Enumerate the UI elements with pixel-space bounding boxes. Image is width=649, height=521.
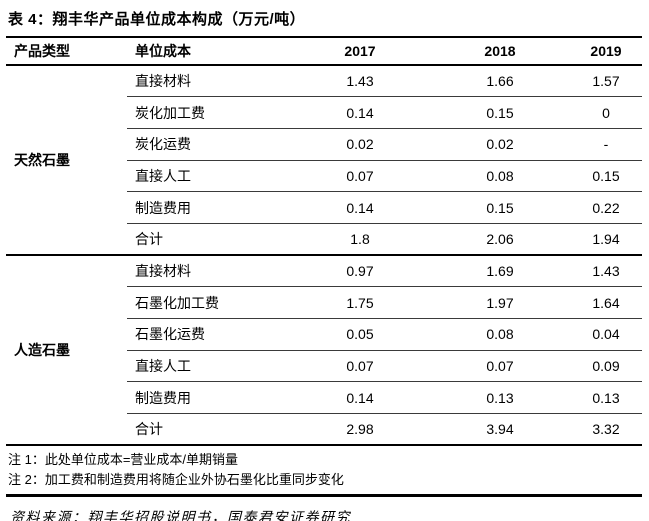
cost-value-cell: 0.07 (430, 350, 570, 383)
cost-value-cell: 2.98 (290, 413, 430, 447)
cost-value-cell: 0.08 (430, 160, 570, 193)
table-row: 直接人工 0.07 0.07 0.09 (6, 350, 642, 383)
table-row: 石墨化加工费 1.75 1.97 1.64 (6, 286, 642, 319)
cost-item-label: 制造费用 (127, 381, 290, 415)
cost-value-cell: 2.06 (430, 223, 570, 257)
header-year-2017: 2017 (290, 36, 430, 66)
cost-value-cell: 1.43 (570, 255, 642, 288)
cost-value-cell: 0.07 (290, 350, 430, 383)
table-row: 炭化运费 0.02 0.02- (6, 128, 642, 161)
cost-value-cell: 0.14 (290, 381, 430, 415)
cost-item-label: 直接人工 (127, 350, 290, 383)
header-unit-cost: 单位成本 (127, 36, 290, 66)
header-year-2019: 2019 (570, 36, 642, 66)
cost-item-label: 直接人工 (127, 160, 290, 193)
cost-value-cell: 1.57 (570, 65, 642, 98)
table-row: 人造石墨 直接材料 0.97 1.69 1.43 (6, 255, 642, 447)
cost-value-cell: 0.02 (430, 128, 570, 161)
cost-item-label: 炭化运费 (127, 128, 290, 161)
cost-item-label: 直接材料 (127, 255, 290, 288)
table-row: 制造费用 0.14 0.13 0.13 (6, 381, 642, 415)
cost-item-label: 直接材料 (127, 65, 290, 98)
cost-value-cell: 0.15 (430, 96, 570, 129)
table-header-row: 产品类型 单位成本 2017 2018 2019 (6, 36, 642, 66)
unit-cost-table: 产品类型 单位成本 2017 2018 2019 天然石墨 直接材料 1.43 1.6… (6, 36, 642, 447)
cost-value-cell: 1.94 (570, 223, 642, 257)
header-product-type: 产品类型 (6, 36, 127, 66)
cost-value-cell: 1.43 (290, 65, 430, 98)
table-row: 天然石墨 直接材料 1.43 1.66 1.57 (6, 65, 642, 257)
table-row: 合计 2.98 3.94 3.32 (6, 413, 642, 447)
table-row: 炭化加工费 0.14 0.15 0 (6, 96, 642, 129)
table-body: 天然石墨 直接材料 1.43 1.66 1.57 炭化加工费 0.14 0.15 0 炭化运费 0.… (6, 65, 642, 447)
cost-value-cell: 3.94 (430, 413, 570, 447)
cost-value-cell: - (570, 128, 642, 161)
table-row: 制造费用 0.14 0.15 0.22 (6, 191, 642, 224)
cost-value-cell: 0.13 (570, 381, 642, 415)
cost-value-cell: 0.02 (290, 128, 430, 161)
cost-value-cell: 0.07 (290, 160, 430, 193)
table-notes: 注 1：此处单位成本=营业成本/单期销量 注 2：加工费和制造费用将随企业外协石… (6, 446, 642, 498)
cost-value-cell: 0.05 (290, 318, 430, 351)
cost-value-cell: 0.13 (430, 381, 570, 415)
table-row: 直接人工 0.07 0.08 0.15 (6, 160, 642, 193)
cost-item-label: 合计 (127, 413, 290, 447)
cost-value-cell: 1.64 (570, 286, 642, 319)
cost-item-label: 制造费用 (127, 191, 290, 224)
cost-item-label: 石墨化加工费 (127, 286, 290, 319)
cost-value-cell: 0.15 (570, 160, 642, 193)
cost-value-cell: 1.69 (430, 255, 570, 288)
cost-item-label: 炭化加工费 (127, 96, 290, 129)
note-1: 注 1：此处单位成本=营业成本/单期销量 (8, 452, 239, 468)
cost-value-cell: 0.97 (290, 255, 430, 288)
cost-value-cell: 0.15 (430, 191, 570, 224)
product-category-cell: 天然石墨 (6, 65, 127, 257)
cost-value-cell: 3.32 (570, 413, 642, 447)
product-category-cell: 人造石墨 (6, 255, 127, 447)
cost-value-cell: 0.04 (570, 318, 642, 351)
note-2: 注 2：加工费和制造费用将随企业外协石墨化比重同步变化 (8, 472, 344, 488)
cost-item-label: 石墨化运费 (127, 318, 290, 351)
cost-value-cell: 1.66 (430, 65, 570, 98)
cost-value-cell: 0.22 (570, 191, 642, 224)
cost-item-label: 合计 (127, 223, 290, 257)
table-row: 合计 1.8 2.06 1.94 (6, 223, 642, 257)
table-title: 表 4：翔丰华产品单位成本构成（万元/吨） (8, 11, 306, 28)
header-year-2018: 2018 (430, 36, 570, 66)
table-row: 石墨化运费 0.05 0.08 0.04 (6, 318, 642, 351)
cost-value-cell: 1.8 (290, 223, 430, 257)
cost-value-cell: 0.14 (290, 191, 430, 224)
cost-value-cell: 1.97 (430, 286, 570, 319)
cost-value-cell: 0 (570, 96, 642, 129)
cost-value-cell: 0.14 (290, 96, 430, 129)
cost-value-cell: 0.08 (430, 318, 570, 351)
source-note: 资料来源：翔丰华招股说明书，国泰君安证券研究 (10, 511, 351, 521)
cost-value-cell: 1.75 (290, 286, 430, 319)
cost-value-cell: 0.09 (570, 350, 642, 383)
